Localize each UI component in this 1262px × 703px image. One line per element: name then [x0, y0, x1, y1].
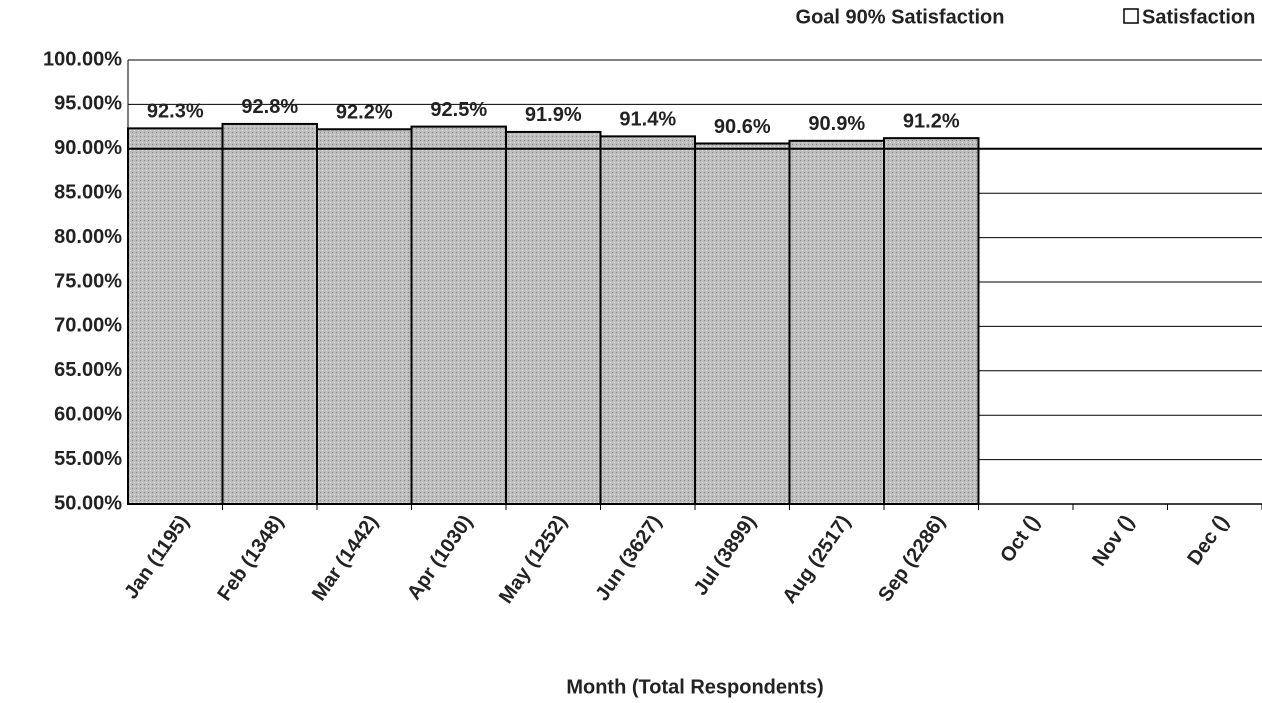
- x-tick-label: Feb (1348): [213, 511, 288, 605]
- y-tick-label: 60.00%: [54, 403, 122, 425]
- x-tick-label: Jun (3627): [591, 511, 666, 605]
- y-tick-label: 100.00%: [43, 48, 122, 70]
- x-tick-label: Jan (1195): [120, 511, 194, 603]
- x-axis-title: Month (Total Respondents): [566, 676, 823, 698]
- bar: [221, 122, 318, 505]
- y-tick-label: 70.00%: [54, 315, 122, 337]
- value-label: 92.5%: [430, 99, 487, 121]
- y-tick-label: 85.00%: [54, 181, 122, 203]
- bar: [694, 142, 791, 506]
- x-tick-label: Dec (): [1183, 511, 1233, 569]
- y-tick-label: 55.00%: [54, 448, 122, 470]
- bar: [883, 137, 980, 505]
- value-label: 91.2%: [903, 110, 960, 132]
- legend-swatch: [1123, 8, 1139, 24]
- bar: [127, 127, 224, 505]
- bar: [410, 125, 507, 505]
- y-tick-label: 80.00%: [54, 226, 122, 248]
- value-label: 90.9%: [808, 113, 865, 135]
- bar: [599, 135, 696, 505]
- y-tick-label: 65.00%: [54, 359, 122, 381]
- y-tick-label: 90.00%: [54, 137, 122, 159]
- value-label: 90.6%: [714, 116, 771, 138]
- value-label: 92.3%: [147, 101, 204, 123]
- value-label: 91.9%: [525, 104, 582, 126]
- x-tick-label: May (1252): [495, 511, 572, 607]
- x-tick-label: Aug (2517): [779, 511, 856, 607]
- x-tick-label: Jul (3899): [690, 511, 761, 599]
- y-tick-label: 50.00%: [54, 492, 122, 514]
- value-label: 92.2%: [336, 102, 393, 124]
- x-tick-label: Mar (1442): [308, 511, 383, 605]
- value-label: 91.4%: [619, 109, 676, 131]
- value-label: 92.8%: [241, 96, 298, 118]
- x-tick-label: Nov (): [1088, 511, 1139, 570]
- legend-label: Satisfaction: [1142, 6, 1255, 28]
- bar: [788, 139, 885, 505]
- y-tick-label: 95.00%: [54, 93, 122, 115]
- x-tick-label: Oct (): [996, 511, 1044, 566]
- x-tick-label: Sep (2286): [874, 511, 949, 606]
- bar: [505, 130, 602, 505]
- goal-legend: Goal 90% Satisfaction: [796, 6, 1005, 28]
- y-tick-label: 75.00%: [54, 270, 122, 292]
- x-tick-label: Apr (1030): [403, 511, 477, 604]
- bar: [316, 128, 413, 505]
